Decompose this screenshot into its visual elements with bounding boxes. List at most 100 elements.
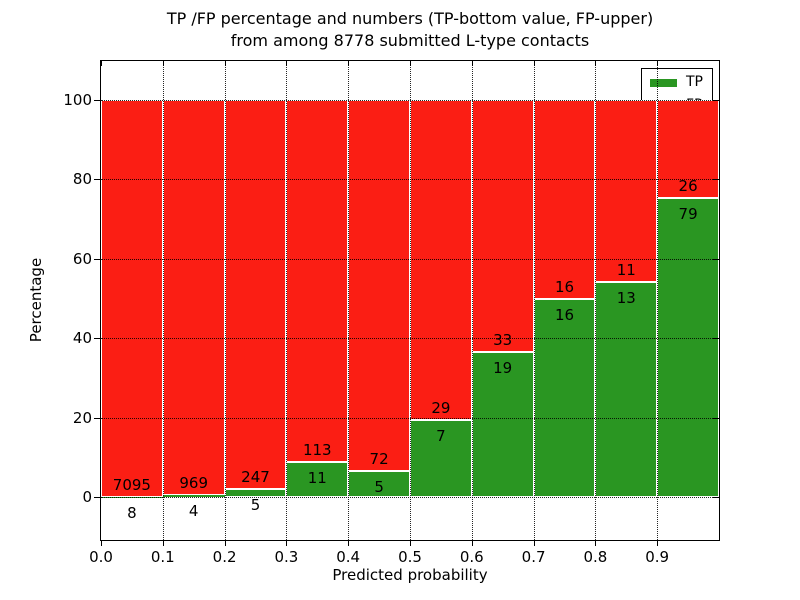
bar-count-tp: 19 (493, 358, 513, 377)
x-tick-mark (657, 541, 659, 546)
gridline-horizontal (101, 100, 719, 101)
bar-segment-fp (533, 100, 596, 299)
bar-segment-fp (101, 100, 163, 497)
y-tick-mark-right (713, 417, 719, 419)
plot-area: TPFP 70958969424751131172529733191616111… (100, 60, 720, 541)
chart-title-line1: TP /FP percentage and numbers (TP-bottom… (166, 9, 654, 28)
x-tick-mark-top (533, 61, 535, 66)
y-tick-mark (94, 179, 100, 181)
gridline-vertical (595, 61, 597, 540)
bar-count-tp: 16 (554, 305, 575, 324)
y-tick-mark-right (713, 497, 719, 498)
bar-segment-fp (224, 100, 287, 490)
x-tick-mark (533, 541, 535, 546)
bar-count-fp: 247 (241, 468, 270, 487)
x-tick-label: 0.1 (150, 548, 175, 566)
x-tick-label: 0.2 (212, 548, 237, 566)
gridline-vertical (471, 61, 473, 540)
gridline-vertical (286, 61, 288, 540)
bar-count-tp: 8 (127, 503, 137, 522)
y-tick-mark (94, 258, 100, 260)
x-tick-mark (410, 541, 411, 546)
bar-count-tp: 79 (678, 205, 698, 224)
bar-count-fp: 16 (554, 277, 575, 296)
x-tick-label: 0.3 (274, 548, 299, 566)
bar-segment-tp (410, 419, 472, 497)
x-tick-label: 0.6 (459, 548, 484, 566)
x-tick-mark-top (595, 61, 597, 66)
bar-segment-fp (595, 100, 658, 282)
legend-label-tp: TP (686, 74, 703, 90)
chart-title-line2: from among 8778 submitted L-type contact… (230, 31, 590, 50)
bar-segment-fp (348, 100, 410, 472)
gridline-horizontal (101, 417, 719, 419)
x-tick-label: 0.0 (89, 548, 113, 566)
x-tick-mark (286, 541, 288, 546)
x-tick-mark-top (657, 61, 659, 66)
x-tick-mark (101, 541, 102, 546)
y-tick-mark (94, 417, 100, 419)
x-tick-label: 0.5 (398, 548, 422, 566)
chart-title: TP /FP percentage and numbers (TP-bottom… (100, 8, 720, 52)
bar-count-fp: 11 (616, 260, 636, 279)
bar-count-fp: 26 (678, 177, 698, 196)
bar-count-fp: 29 (431, 398, 451, 417)
y-tick-mark (94, 100, 100, 101)
bar-count-tp: 13 (616, 288, 636, 307)
y-axis-label: Percentage (27, 257, 45, 343)
x-tick-mark (471, 541, 473, 546)
legend-item-tp: TP (650, 75, 703, 90)
gridline-vertical (657, 61, 659, 540)
bar-segment-tp (286, 461, 349, 497)
bar-segment-fp (657, 100, 719, 199)
gridline-horizontal (101, 497, 719, 498)
bar-count-tp: 4 (188, 502, 199, 521)
x-tick-mark-top (410, 61, 411, 66)
x-tick-mark-top (286, 61, 288, 66)
gridline-vertical (410, 61, 411, 540)
y-tick-label: 20 (72, 408, 92, 427)
bar-count-fp: 33 (493, 330, 513, 349)
bar-segment-tp (657, 198, 719, 497)
bar-count-tp: 5 (374, 478, 384, 497)
x-tick-mark (348, 541, 350, 546)
x-axis-label: Predicted probability (332, 566, 488, 584)
bar-count-fp: 7095 (112, 475, 151, 494)
gridline-horizontal (101, 258, 719, 260)
bar-segment-fp (286, 100, 349, 462)
x-tick-mark-top (471, 61, 473, 66)
x-tick-mark-top (101, 61, 102, 66)
x-tick-mark (224, 541, 226, 546)
bar-count-tp: 5 (250, 496, 261, 515)
x-tick-label: 0.4 (336, 548, 361, 566)
y-tick-mark-right (713, 100, 719, 101)
y-tick-mark (94, 497, 100, 498)
bar-segment-tp (348, 471, 410, 497)
gridline-vertical (348, 61, 350, 540)
y-tick-label: 40 (72, 329, 92, 348)
x-tick-mark-top (224, 61, 226, 66)
x-tick-label: 0.8 (583, 548, 608, 566)
bar-segment-fp (410, 100, 472, 420)
bar-count-tp: 7 (436, 426, 446, 445)
legend-swatch-tp (650, 78, 677, 87)
bar-count-fp: 72 (369, 450, 389, 469)
y-tick-label: 0 (82, 488, 92, 506)
bar-segment-tp (533, 298, 596, 497)
x-tick-mark (162, 541, 164, 546)
gridline-vertical (162, 61, 164, 540)
y-tick-mark-right (713, 338, 719, 340)
gridline-horizontal (101, 179, 719, 181)
bar-segment-tp (162, 495, 225, 497)
y-tick-mark-right (713, 179, 719, 181)
y-tick-label: 80 (72, 170, 92, 189)
gridline-vertical (224, 61, 226, 540)
bar-segment-tp (471, 351, 534, 497)
x-tick-mark (595, 541, 597, 546)
x-tick-label: 0.9 (645, 548, 670, 566)
bar-segment-fp (471, 100, 534, 352)
y-tick-label: 60 (72, 249, 92, 268)
y-tick-mark (94, 338, 100, 340)
y-tick-mark-right (713, 258, 719, 260)
